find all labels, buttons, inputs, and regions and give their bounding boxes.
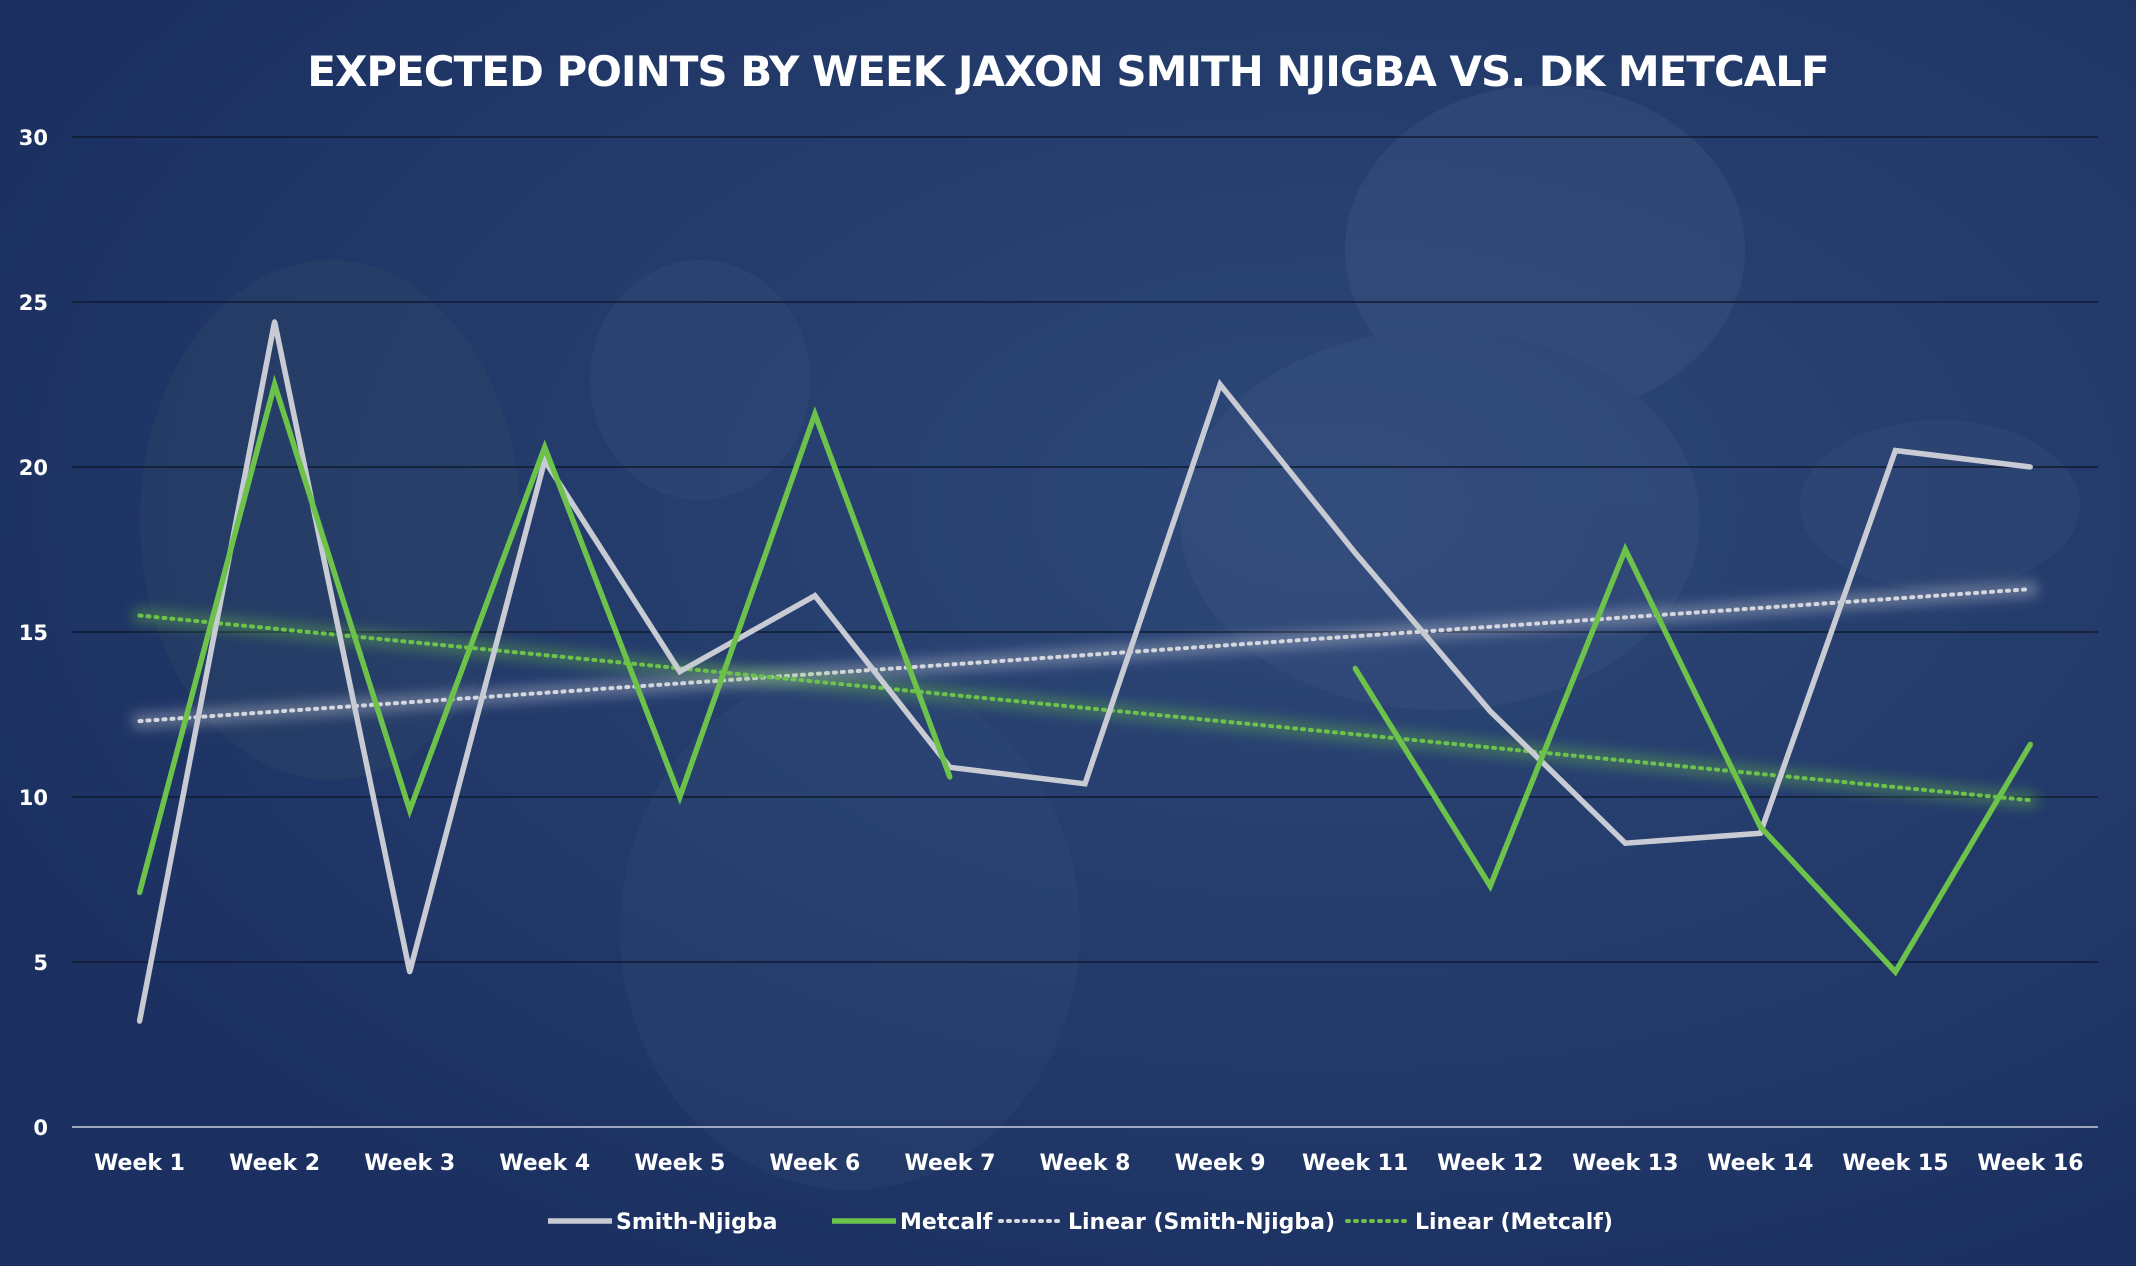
x-tick-label: Week 7 <box>904 1151 995 1176</box>
legend-label: Linear (Smith-Njigba) <box>1068 1210 1335 1235</box>
data-point <box>677 669 683 675</box>
data-point <box>677 794 683 800</box>
data-point <box>2027 741 2033 747</box>
x-tick-label: Week 3 <box>364 1151 455 1176</box>
data-point <box>812 411 818 417</box>
y-tick-label: 15 <box>19 621 48 645</box>
data-point <box>1217 382 1223 387</box>
x-tick-label: Week 11 <box>1302 1151 1408 1176</box>
grid-lines <box>72 136 2098 1128</box>
legend-label: Linear (Metcalf) <box>1415 1210 1613 1235</box>
x-tick-label: Week 4 <box>499 1151 590 1176</box>
x-tick-label: Week 16 <box>1977 1151 2083 1176</box>
data-point <box>947 774 953 780</box>
data-point <box>137 1018 143 1024</box>
legend: Smith-Njigba Metcalf Linear (Smith-Njigba)… <box>548 1210 1613 1235</box>
x-tick-label: Week 5 <box>634 1151 725 1176</box>
y-tick-label: 0 <box>33 1116 48 1140</box>
legend-label: Metcalf <box>900 1210 993 1235</box>
y-tick-label: 30 <box>19 126 48 150</box>
x-tick-label: Week 12 <box>1437 1151 1543 1176</box>
data-point <box>272 319 278 325</box>
series-line-1-segment-1 <box>1352 542 2033 977</box>
data-point <box>812 593 818 599</box>
y-axis-tick-labels: 0 5 10 15 20 25 30 <box>19 126 48 1140</box>
x-tick-label: Week 13 <box>1572 1151 1678 1176</box>
data-point <box>2027 464 2033 470</box>
data-point <box>1622 547 1628 552</box>
x-tick-label: Week 8 <box>1040 1151 1131 1176</box>
data-point <box>1352 550 1358 556</box>
legend-label: Smith-Njigba <box>616 1210 777 1235</box>
x-tick-label: Week 9 <box>1175 1151 1266 1176</box>
data-series <box>136 319 2033 1024</box>
x-tick-label: Week 2 <box>229 1151 320 1176</box>
data-point <box>542 457 548 463</box>
trendlines <box>131 581 2039 809</box>
x-tick-label: Week 1 <box>94 1151 185 1176</box>
data-point <box>1892 448 1898 453</box>
trendline-0 <box>137 587 2033 724</box>
data-point <box>1622 840 1628 846</box>
y-tick-label: 25 <box>19 291 48 315</box>
y-tick-label: 5 <box>33 951 48 975</box>
data-point <box>1487 883 1493 889</box>
trendline-1 <box>137 613 2033 803</box>
data-point <box>1487 708 1493 714</box>
y-tick-label: 10 <box>19 786 48 810</box>
data-point <box>407 969 413 975</box>
x-tick-label: Week 14 <box>1707 1151 1813 1176</box>
x-tick-label: Week 15 <box>1842 1151 1948 1176</box>
data-point <box>1892 969 1898 975</box>
data-point <box>1757 824 1763 830</box>
x-tick-label: Week 6 <box>769 1151 860 1176</box>
data-point <box>272 382 278 387</box>
y-tick-label: 20 <box>19 456 48 480</box>
data-point <box>542 444 548 450</box>
chart-title: EXPECTED POINTS BY WEEK JAXON SMITH NJIG… <box>307 47 1829 96</box>
data-point <box>137 890 143 896</box>
data-point <box>1082 781 1088 787</box>
data-point <box>407 807 413 813</box>
x-axis-tick-labels: Week 1 Week 2 Week 3 Week 4 Week 5 Week 6 Week… <box>94 1151 2084 1176</box>
data-point <box>1352 665 1358 671</box>
